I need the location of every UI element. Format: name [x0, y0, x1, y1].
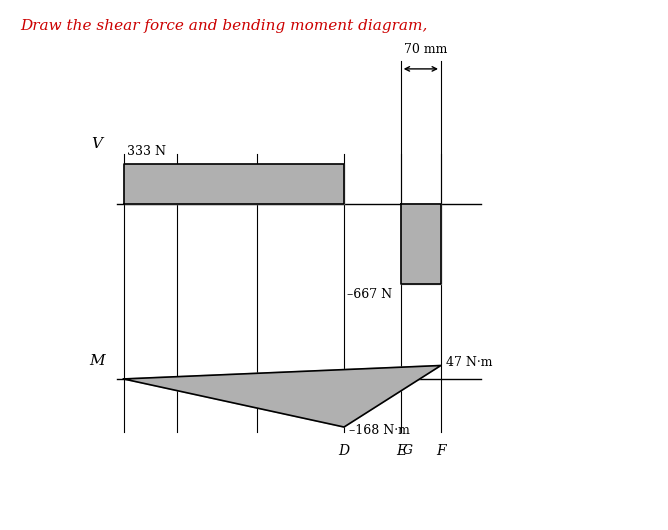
- Text: D: D: [339, 444, 349, 457]
- Text: V: V: [92, 137, 102, 151]
- Text: 47 N·m: 47 N·m: [446, 356, 493, 369]
- Text: 70 mm: 70 mm: [404, 42, 448, 56]
- Text: –667 N: –667 N: [347, 288, 393, 301]
- Text: F: F: [436, 444, 446, 457]
- Text: G: G: [403, 444, 413, 457]
- Polygon shape: [124, 366, 441, 427]
- Polygon shape: [124, 164, 344, 204]
- Text: –168 N·m: –168 N·m: [349, 425, 410, 437]
- Text: Draw the shear force and bending moment diagram,: Draw the shear force and bending moment …: [20, 19, 428, 32]
- Text: 333 N: 333 N: [127, 145, 166, 158]
- Text: M: M: [89, 355, 105, 368]
- Polygon shape: [401, 204, 441, 284]
- Text: E: E: [395, 444, 406, 457]
